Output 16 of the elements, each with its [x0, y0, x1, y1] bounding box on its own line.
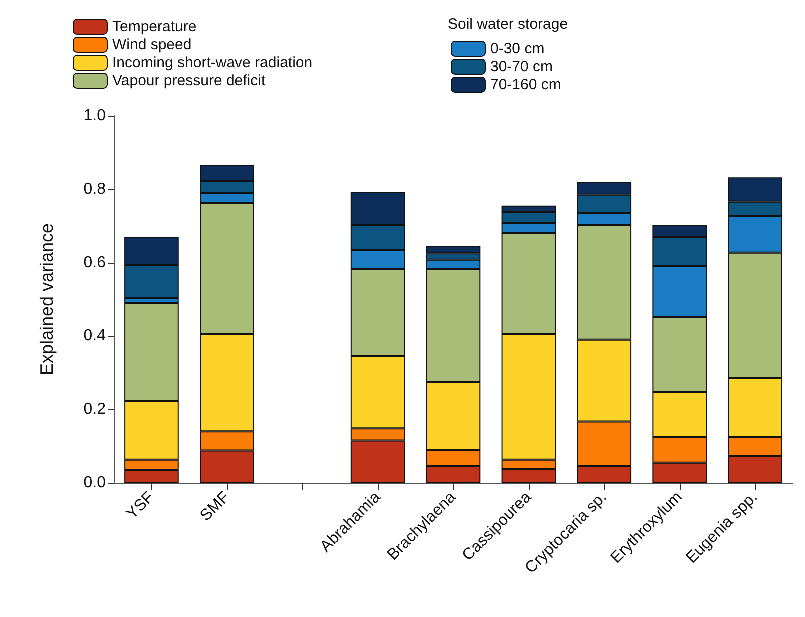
legend-label: 30-70 cm	[490, 58, 554, 76]
y-tick-label: 0.2	[84, 401, 106, 418]
y-tick-label: 0.4	[84, 328, 106, 345]
legend-title: Soil water storage	[448, 16, 568, 33]
x-tick-label: YSF	[124, 488, 158, 523]
y-tick-label: 0.0	[84, 474, 106, 492]
y-axis-title: Explained variance	[37, 223, 57, 376]
legend-label: Temperature	[112, 18, 197, 36]
legend-label: 70-160 cm	[490, 76, 562, 94]
legend-label: Wind speed	[112, 36, 192, 54]
legend-label: Vapour pressure deficit	[112, 72, 266, 90]
y-tick-label: 0.8	[84, 180, 106, 198]
legend-label: Incoming short-wave radiation	[112, 54, 313, 72]
y-tick-label: 1.0	[84, 108, 106, 124]
legend-label: 0-30 cm	[490, 40, 545, 58]
y-tick-label: 0.6	[84, 254, 106, 272]
